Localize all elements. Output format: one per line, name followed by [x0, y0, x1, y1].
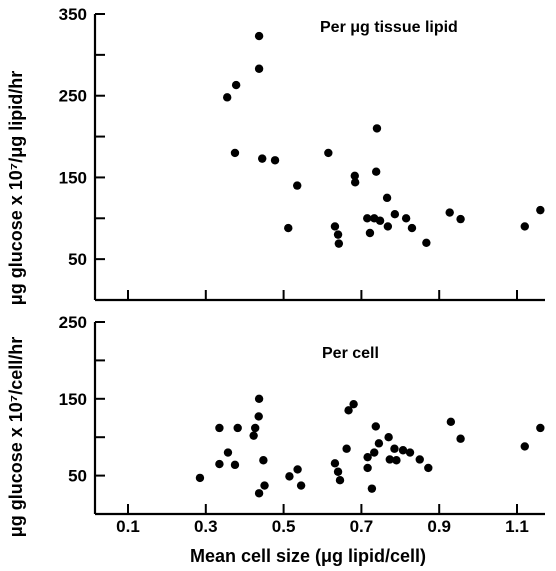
top-data-point	[390, 210, 400, 219]
bottom-y-tick-label: 150	[59, 390, 87, 409]
top-y-tick-label: 250	[59, 87, 87, 106]
x-tick-label: 0.7	[350, 517, 374, 536]
bottom-data-point	[215, 459, 224, 469]
bottom-data-point	[259, 456, 268, 465]
top-data-point	[254, 64, 264, 73]
bottom-y-tick-label: 250	[59, 313, 87, 332]
panel-per-cell: Per cell μg glucose x 10⁷/cell/hr Mean c…	[6, 313, 545, 566]
top-data-point	[375, 216, 385, 225]
x-tick-label: 0.9	[427, 517, 451, 536]
top-y-tick-label: 150	[59, 168, 87, 187]
bottom-data-point	[390, 444, 399, 453]
top-data-point	[350, 171, 359, 180]
top-y-axis-label: μg glucose x 10⁷/μg lipid/hr	[6, 71, 26, 306]
bottom-x-ticks: 0.1 0.3 0.5 0.7 0.9 1.1	[116, 504, 529, 536]
bottom-data-point	[392, 456, 401, 465]
top-data-point	[363, 214, 372, 223]
top-data-point	[258, 154, 267, 163]
top-y-tick-label: 50	[68, 250, 87, 269]
bottom-data-point	[296, 481, 306, 490]
bottom-data-point	[363, 452, 372, 462]
bottom-data-point	[415, 455, 424, 464]
bottom-data-point	[446, 417, 456, 427]
top-data-point	[401, 214, 411, 223]
x-axis-label: Mean cell size (μg lipid/cell)	[190, 546, 426, 566]
bottom-data-point	[520, 442, 529, 451]
top-data-point	[254, 31, 264, 41]
top-data-point	[293, 181, 302, 190]
top-data-point	[372, 124, 382, 133]
top-data-point	[334, 239, 344, 248]
top-data-point	[371, 167, 381, 176]
top-data-point	[230, 148, 240, 158]
bottom-data-point	[333, 467, 343, 476]
bottom-data-point	[398, 446, 408, 455]
bottom-data-point	[385, 455, 394, 464]
top-data-point	[270, 156, 280, 165]
x-tick-label: 0.5	[272, 517, 296, 536]
bottom-data-point	[254, 394, 264, 403]
bottom-y-axis-label: μg glucose x 10⁷/cell/hr	[6, 337, 26, 538]
bottom-data-point	[363, 463, 372, 473]
bottom-data-point	[249, 431, 258, 440]
bottom-data-point	[215, 423, 224, 433]
bottom-data-point	[335, 476, 345, 485]
top-data-point	[284, 223, 293, 233]
bottom-data-point	[254, 412, 263, 421]
panel-per-tissue-lipid: Per μg tissue lipid μg glucose x 10⁷/μg …	[6, 5, 545, 305]
bottom-data-points	[195, 394, 545, 498]
top-data-point	[382, 193, 392, 203]
bottom-data-point	[344, 406, 353, 415]
bottom-data-point	[405, 448, 415, 457]
bottom-data-point	[342, 444, 351, 453]
bottom-data-point	[260, 481, 269, 490]
top-data-point	[231, 80, 241, 90]
bottom-data-point	[285, 472, 294, 481]
top-data-point	[330, 222, 340, 231]
bottom-data-point	[254, 489, 264, 498]
top-y-ticks: 50 150 250 350	[59, 5, 518, 300]
top-y-tick-label: 350	[59, 5, 87, 24]
bottom-panel-title: Per cell	[322, 345, 379, 362]
bottom-y-ticks: 50 150 250	[59, 313, 105, 486]
top-data-point	[350, 178, 360, 187]
bottom-data-point	[349, 399, 358, 409]
top-panel-title: Per μg tissue lipid	[320, 19, 458, 36]
top-data-point	[536, 205, 545, 215]
top-data-point	[324, 148, 333, 158]
bottom-data-point	[293, 465, 302, 474]
bottom-data-point	[371, 422, 380, 431]
bottom-data-point	[367, 484, 377, 493]
top-data-point	[383, 222, 393, 231]
top-data-points	[222, 31, 545, 248]
bottom-data-point	[384, 433, 393, 442]
x-tick-label: 1.1	[505, 517, 529, 536]
top-data-point	[365, 228, 375, 238]
bottom-y-tick-label: 50	[68, 467, 87, 486]
bottom-data-point	[456, 434, 465, 443]
top-data-point	[407, 223, 417, 233]
bottom-data-point	[370, 448, 379, 457]
bottom-data-point	[233, 423, 242, 433]
bottom-data-point	[374, 439, 384, 448]
bottom-data-point	[195, 473, 205, 483]
x-tick-label: 0.3	[194, 517, 218, 536]
top-data-point	[445, 208, 454, 217]
top-data-point	[456, 214, 465, 224]
x-tick-label: 0.1	[116, 517, 140, 536]
bottom-data-point	[330, 459, 340, 468]
top-data-point	[422, 238, 431, 247]
top-data-point	[520, 222, 529, 231]
bottom-data-point	[424, 463, 433, 473]
bottom-data-point	[251, 423, 260, 433]
top-data-point	[333, 230, 343, 239]
top-data-point	[222, 93, 232, 102]
bottom-data-point	[536, 423, 545, 433]
bottom-data-point	[223, 448, 233, 457]
bottom-data-point	[230, 460, 240, 470]
